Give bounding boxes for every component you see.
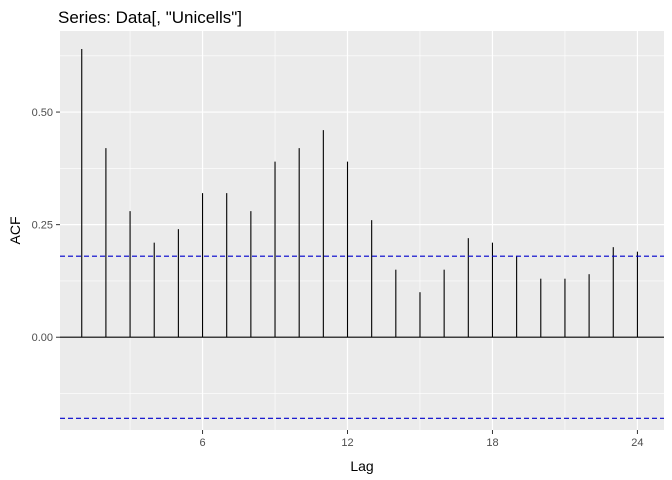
x-axis-ticks: 6 12 18 24 [199,430,644,449]
y-axis-title: ACF [7,217,23,245]
confidence-bounds [60,255,664,419]
x-tick-label: 12 [341,437,353,449]
y-tick-label: 0.00 [32,332,53,344]
x-tick-label: 6 [199,437,205,449]
y-axis-ticks: 0.00 0.25 0.50 [32,107,60,344]
chart-title: Series: Data[, "Unicells"] [58,8,242,27]
x-axis-title: Lag [350,458,373,474]
acf-bars [81,49,638,338]
panel-background [60,31,664,430]
y-tick-label: 0.50 [32,107,53,119]
x-tick-label: 24 [631,437,643,449]
y-tick-label: 0.25 [32,220,53,232]
x-tick-label: 18 [486,437,498,449]
